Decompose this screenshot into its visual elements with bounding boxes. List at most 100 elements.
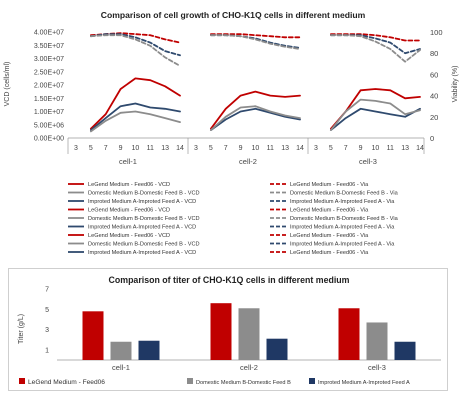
- growth-left-tick-label: 2.50E+07: [34, 69, 64, 76]
- growth-legend-label: Domestic Medium B-Domestic Feed B - Via: [290, 191, 399, 197]
- growth-right-tick-label: 100: [430, 28, 443, 37]
- cell-growth-chart: Comparison of cell growth of CHO-K1Q cel…: [4, 10, 459, 256]
- growth-series-line: [329, 33, 421, 42]
- titer-category-label: cell-1: [112, 363, 130, 372]
- growth-day-tick-label: 13: [401, 145, 409, 152]
- growth-day-tick-label: 9: [119, 145, 123, 152]
- growth-legend-label: Domestic Medium B-Domestic Feed B - VCD: [88, 242, 200, 248]
- growth-left-tick-label: 4.00E+07: [34, 30, 64, 37]
- growth-day-tick-label: 3: [74, 145, 78, 152]
- growth-left-axis-label: VCD (cells/ml): [4, 62, 11, 107]
- growth-legend-label: Domestic Medium B-Domestic Feed B - Via: [290, 216, 399, 222]
- titer-bar: [338, 308, 360, 360]
- titer-legend-label: Improted Medium A-Improted Feed A: [318, 380, 410, 386]
- growth-legend-label: Improted Medium A-Improted Feed A - Via: [290, 225, 395, 231]
- growth-legend-label: Improted Medium A-Improted Feed A - VCD: [88, 199, 196, 205]
- titer-chart-panel: Comparison of titer of CHO-K1Q cells in …: [8, 268, 448, 391]
- titer-chart: Comparison of titer of CHO-K1Q cells in …: [18, 275, 441, 386]
- growth-day-tick-label: 10: [132, 145, 140, 152]
- growth-left-tick-label: 3.00E+07: [34, 56, 64, 63]
- growth-series-line: [90, 77, 181, 130]
- growth-series-line: [209, 34, 301, 50]
- growth-day-tick-label: 14: [416, 145, 424, 152]
- growth-day-tick-label: 11: [147, 145, 154, 152]
- growth-series-line: [90, 33, 181, 57]
- growth-day-tick-label: 3: [194, 145, 198, 152]
- titer-chart-title: Comparison of titer of CHO-K1Q cells in …: [109, 275, 350, 285]
- titer-bar: [366, 322, 388, 360]
- growth-day-tick-label: 3: [314, 145, 318, 152]
- growth-series-line: [209, 107, 301, 132]
- titer-y-tick-label: 7: [45, 287, 49, 294]
- titer-category-label: cell-2: [240, 363, 258, 372]
- growth-left-tick-label: 1.00E+07: [34, 109, 64, 116]
- growth-left-tick-label: 1.50E+07: [34, 96, 64, 103]
- growth-legend-label: Improted Medium A-Improted Feed A - VCD: [88, 250, 196, 256]
- growth-day-tick-label: 5: [89, 145, 93, 152]
- growth-left-tick-label: 3.50E+07: [34, 43, 64, 50]
- titer-legend-swatch: [19, 378, 25, 384]
- titer-bars: [82, 303, 416, 360]
- growth-day-tick-label: 14: [296, 145, 304, 152]
- titer-y-tick-label: 3: [45, 327, 49, 334]
- growth-day-tick-label: 14: [176, 145, 184, 152]
- growth-group-label: cell-1: [119, 157, 137, 166]
- growth-series-line: [209, 33, 301, 39]
- growth-left-tick-label: 2.00E+07: [34, 83, 64, 90]
- growth-series-line: [329, 107, 421, 132]
- growth-series-line: [329, 34, 421, 55]
- growth-series-line: [209, 90, 301, 130]
- growth-series-line: [90, 102, 181, 132]
- growth-legend-label: Improted Medium A-Improted Feed A - Via: [290, 242, 395, 248]
- growth-day-tick-label: 10: [252, 145, 260, 152]
- titer-legend: LeGend Medium - Feed06 Domestic Medium B-…: [19, 378, 410, 386]
- growth-legend-label: Domestic Medium B-Domestic Feed B - VCD: [88, 191, 200, 197]
- titer-bar: [138, 340, 160, 360]
- growth-day-tick-label: 7: [344, 145, 348, 152]
- growth-day-tick-label: 9: [239, 145, 243, 152]
- growth-chart-title: Comparison of cell growth of CHO-K1Q cel…: [101, 10, 366, 20]
- growth-day-tick-label: 13: [281, 145, 289, 152]
- growth-series-line: [90, 34, 181, 67]
- growth-right-tick-label: 0: [430, 134, 434, 143]
- growth-series-line: [90, 110, 181, 133]
- titer-bar: [110, 341, 132, 360]
- titer-bar: [266, 338, 288, 360]
- titer-y-axis-label: Titer (g/L): [18, 314, 25, 344]
- growth-series-line: [209, 105, 301, 132]
- growth-day-tick-label: 10: [372, 145, 380, 152]
- titer-category-label: cell-3: [368, 363, 386, 372]
- growth-group-label: cell-2: [239, 157, 257, 166]
- growth-series-line: [329, 98, 421, 132]
- growth-legend-label: LeGend Medium - Feed06 - Via: [290, 250, 369, 256]
- growth-right-ticks: 0 20 40 60 80 100: [430, 28, 443, 143]
- growth-day-tick-label: 11: [387, 145, 394, 152]
- titer-y-tick-label: 5: [45, 307, 49, 314]
- growth-right-axis-label: Viability (%): [452, 66, 459, 103]
- growth-right-tick-label: 40: [430, 92, 438, 101]
- titer-bar: [82, 311, 104, 360]
- titer-bar: [210, 303, 232, 360]
- growth-legend-label: LeGend Medium - Feed06 - Via: [290, 233, 369, 239]
- titer-legend-label: LeGend Medium - Feed06: [28, 379, 105, 386]
- growth-right-tick-label: 60: [430, 70, 438, 79]
- titer-legend-label: Domestic Medium B-Domestic Feed B: [196, 380, 291, 386]
- growth-group-label: cell-3: [359, 157, 377, 166]
- growth-group-labels: cell-1 cell-2 cell-3: [119, 157, 377, 166]
- growth-day-tick-label: 5: [209, 145, 213, 152]
- growth-legend: LeGend Medium - Feed06 - VCD Domestic Med…: [68, 182, 399, 256]
- growth-legend-label: Improted Medium A-Improted Feed A - VCD: [88, 225, 196, 231]
- growth-legend-label: LeGend Medium - Feed06 - Via: [290, 182, 369, 188]
- growth-left-tick-label: 0.00E+00: [34, 136, 64, 143]
- titer-legend-swatch: [187, 378, 193, 384]
- growth-day-tick-label: 7: [104, 145, 108, 152]
- growth-series-line: [329, 88, 421, 130]
- growth-legend-label: LeGend Medium - Feed06 - VCD: [88, 233, 170, 239]
- growth-x-ticks: 3 5 7 9 10 11 13 14 3 5 7 9 10 11 13 14 3 5 7 9 10 11 13 14: [67, 138, 425, 154]
- growth-day-tick-label: 5: [329, 145, 333, 152]
- growth-legend-label: Improted Medium A-Improted Feed A - Via: [290, 199, 395, 205]
- growth-day-tick-label: 13: [161, 145, 169, 152]
- titer-bar: [394, 341, 416, 360]
- growth-left-ticks: 0.00E+00 5.00E+06 1.00E+07 1.50E+07 2.00E+07…: [34, 30, 64, 143]
- titer-category-labels: cell-1 cell-2 cell-3: [112, 363, 386, 372]
